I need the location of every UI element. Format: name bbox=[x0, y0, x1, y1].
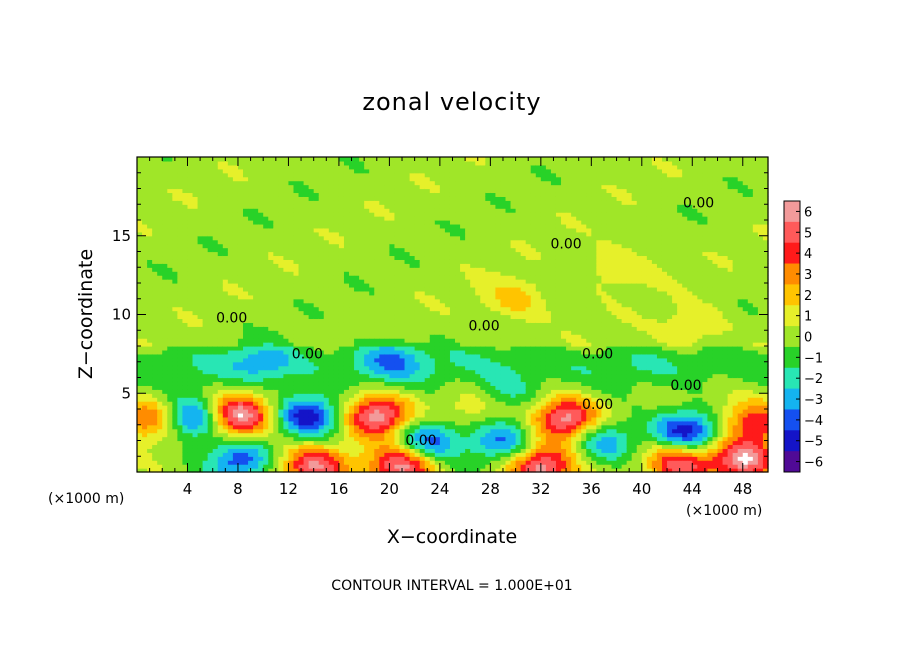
colorbar-tick-label: −4 bbox=[804, 414, 823, 429]
colorbar-segment bbox=[784, 326, 800, 348]
contour-label: 0.00 bbox=[550, 236, 581, 252]
y-tick-label: 5 bbox=[121, 384, 131, 402]
colorbar-segment bbox=[784, 242, 800, 264]
x-axis-unit-label: (×1000 m) bbox=[48, 491, 125, 507]
velocity-field bbox=[137, 157, 769, 473]
y-tick-label: 15 bbox=[112, 227, 131, 245]
colorbar-tick-label: −5 bbox=[804, 435, 823, 450]
contour-label: 0.00 bbox=[405, 433, 436, 449]
colorbar-segment bbox=[784, 367, 800, 390]
x-tick-label: 4 bbox=[183, 480, 193, 498]
colorbar-tick-label: 0 bbox=[804, 331, 812, 346]
colorbar-tick-label: 5 bbox=[804, 226, 812, 241]
colorbar-segment bbox=[784, 451, 800, 473]
x-tick-label: 44 bbox=[683, 480, 702, 498]
colorbar-tick-label: −3 bbox=[804, 393, 823, 408]
colorbar-tick-label: 3 bbox=[804, 268, 812, 283]
contour-label: 0.00 bbox=[683, 195, 714, 211]
x-tick-label: 32 bbox=[531, 480, 550, 498]
colorbar-tick-label: 6 bbox=[804, 205, 812, 220]
x-tick-label: 36 bbox=[582, 480, 601, 498]
x-tick-label: 48 bbox=[733, 480, 752, 498]
colorbar-segment bbox=[784, 201, 800, 223]
x-axis-label: X−coordinate bbox=[386, 526, 518, 548]
colorbar-segment bbox=[784, 346, 800, 369]
colorbar-segment bbox=[784, 305, 800, 327]
y-tick-label: 10 bbox=[112, 306, 131, 324]
contour-interval-note: CONTOUR INTERVAL = 1.000E+01 bbox=[331, 578, 573, 594]
colorbar-segment bbox=[784, 388, 800, 410]
colorbar-segment bbox=[784, 430, 800, 452]
x-tick-label: 20 bbox=[380, 480, 399, 498]
contour-label: 0.00 bbox=[582, 347, 613, 363]
x-tick-label: 24 bbox=[430, 480, 449, 498]
x-tick-label: 8 bbox=[233, 480, 243, 498]
colorbar-tick-label: 2 bbox=[804, 289, 812, 304]
colorbar-tick-label: 4 bbox=[804, 247, 812, 262]
x-tick-label: 28 bbox=[481, 480, 500, 498]
colorbar-tick-label: −6 bbox=[804, 456, 823, 471]
contour-label: 0.00 bbox=[216, 310, 247, 326]
contour-label: 0.00 bbox=[582, 397, 613, 413]
colorbar-tick-label: −1 bbox=[804, 351, 823, 366]
colorbar-segment bbox=[784, 409, 800, 431]
contour-label: 0.00 bbox=[292, 347, 323, 363]
colorbar-segment bbox=[784, 263, 800, 285]
colorbar-tick-label: 1 bbox=[804, 310, 812, 325]
x-tick-label: 16 bbox=[329, 480, 348, 498]
chart-title: zonal velocity bbox=[362, 88, 542, 116]
colorbar-tick-label: −2 bbox=[804, 372, 823, 387]
x-tick-label: 40 bbox=[632, 480, 651, 498]
colorbar-segment bbox=[784, 221, 800, 244]
contour-label: 0.00 bbox=[670, 378, 701, 394]
colorbar-segment bbox=[784, 284, 800, 306]
x-axis-unit-label-right: (×1000 m) bbox=[686, 503, 763, 519]
contour-label: 0.00 bbox=[468, 318, 499, 334]
x-tick-label: 12 bbox=[279, 480, 298, 498]
